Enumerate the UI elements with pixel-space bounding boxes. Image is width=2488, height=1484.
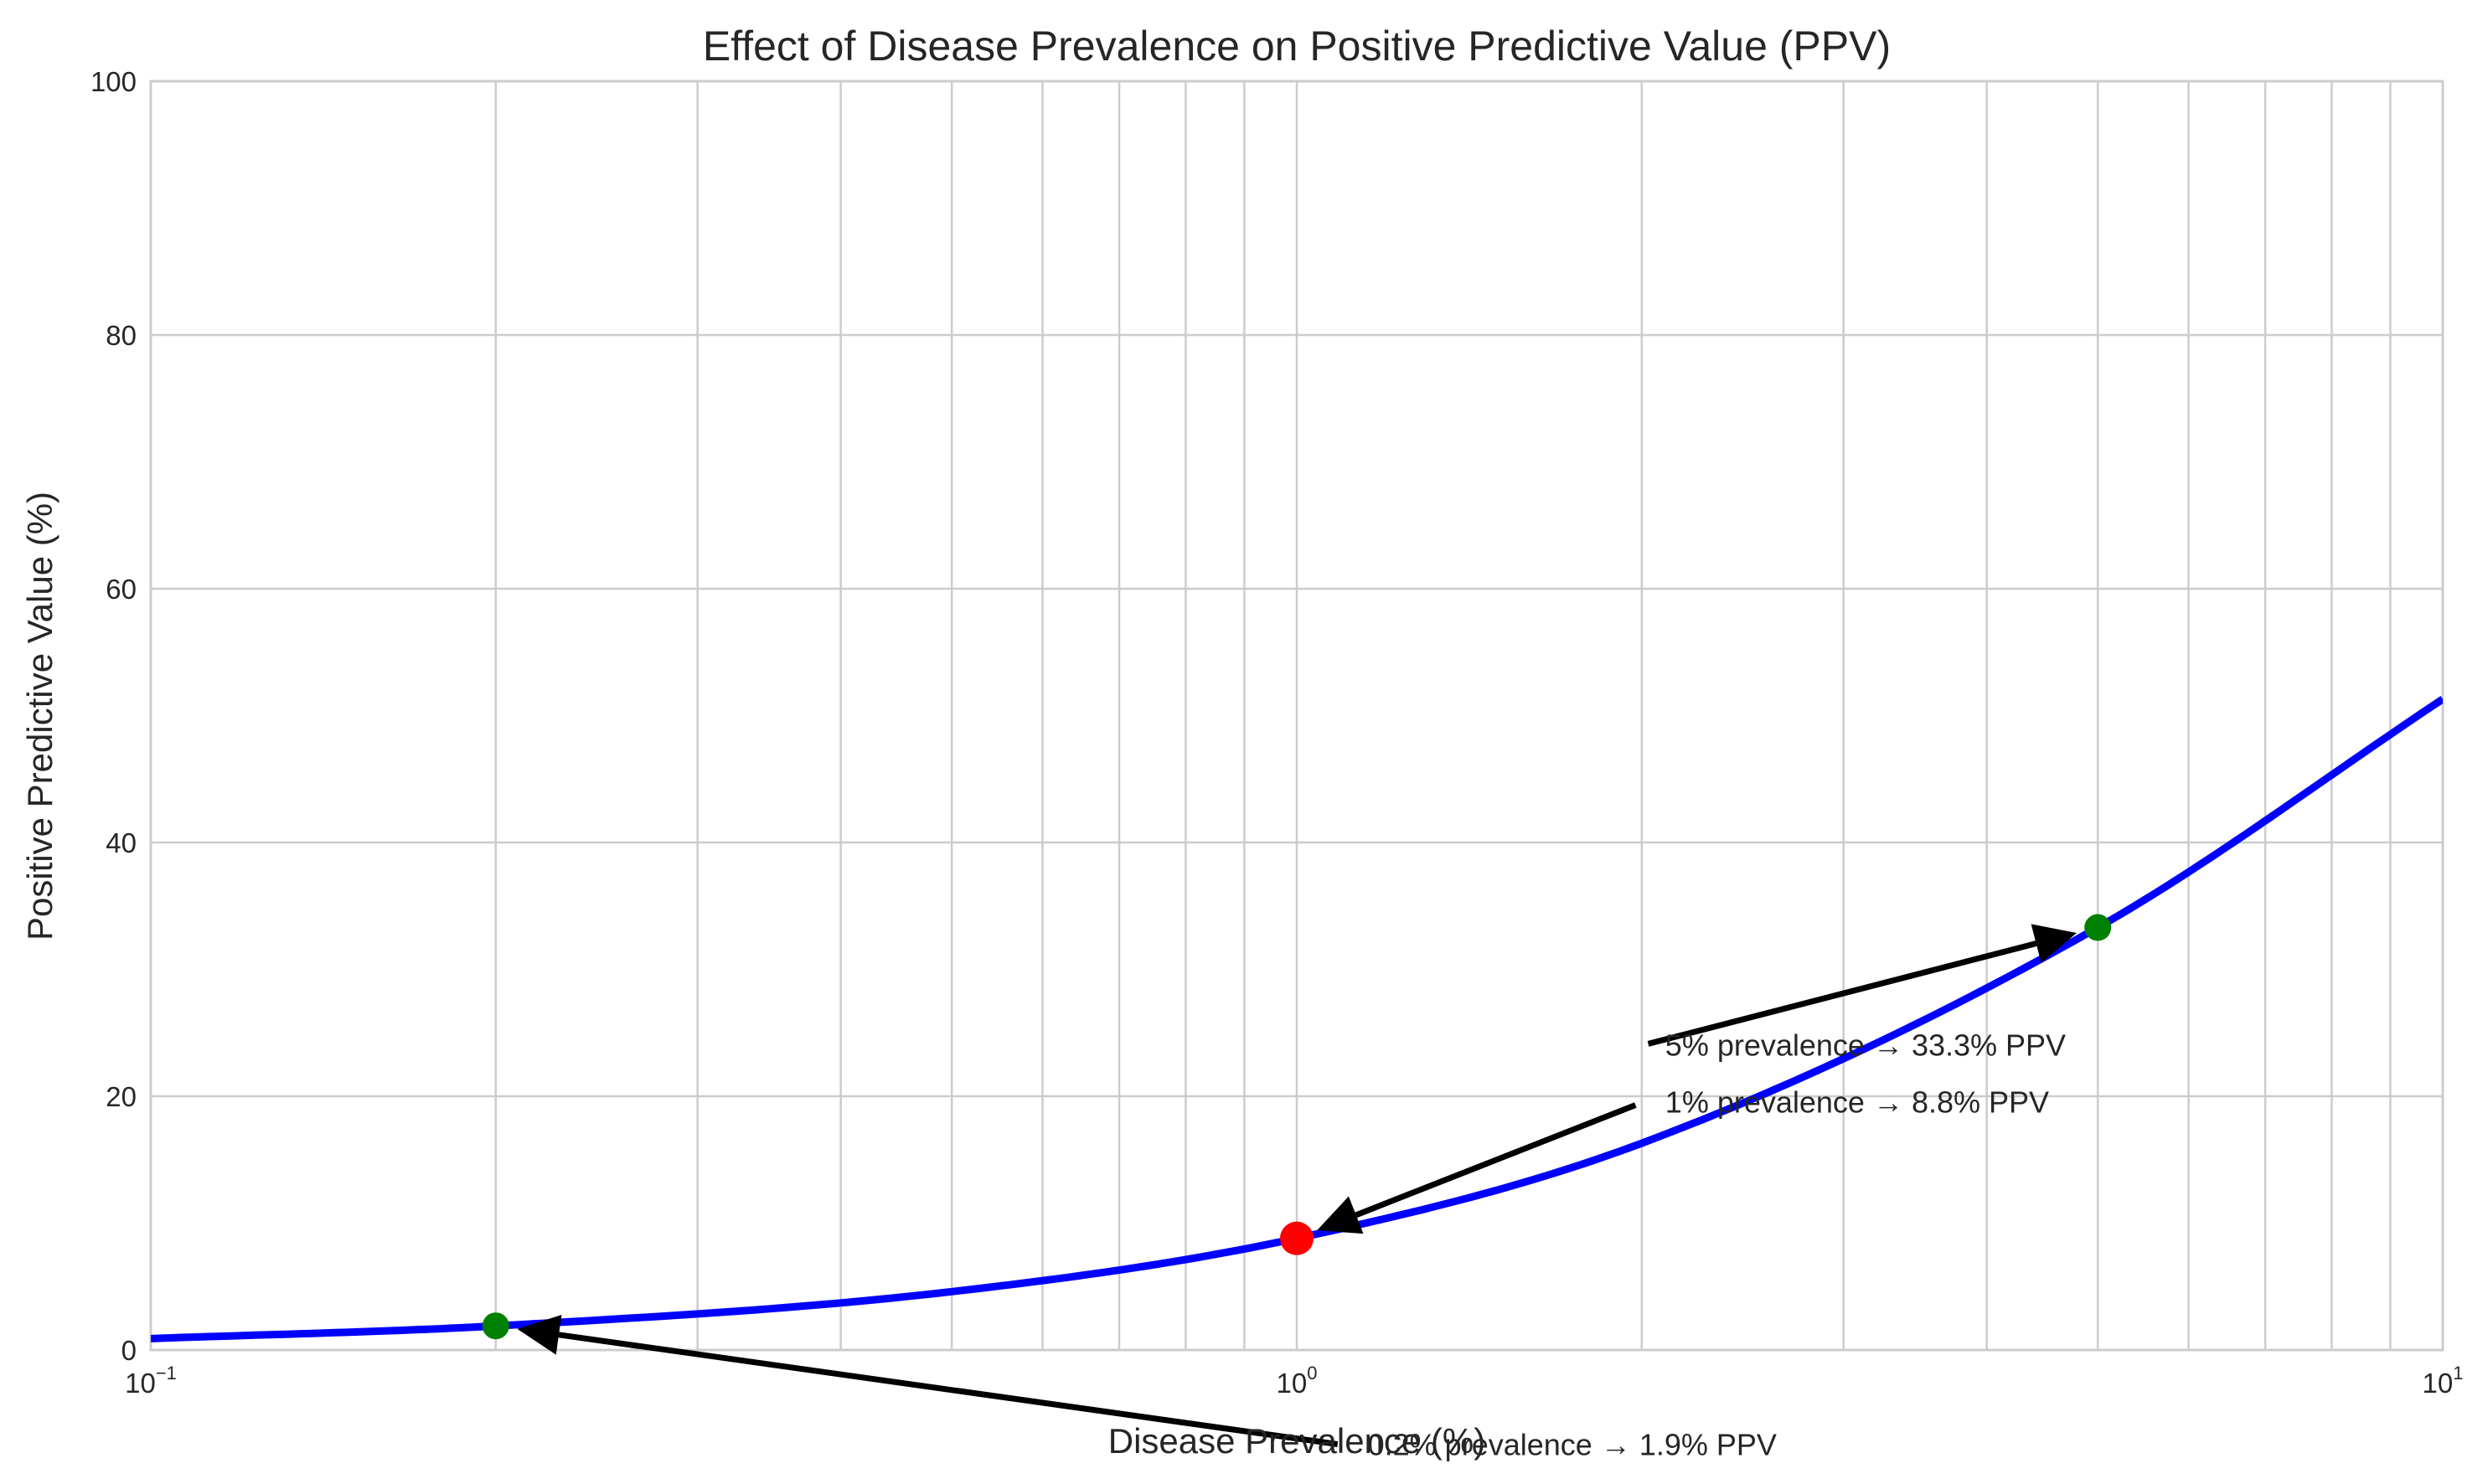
- y-tick-labels: 0 20 40 60 80 100: [90, 66, 137, 1366]
- plot-frame: [149, 80, 2444, 1352]
- x-tick-label: 101: [2423, 1363, 2464, 1399]
- annotation-arrowhead: [517, 1315, 562, 1355]
- annotation-arrowhead: [1317, 1196, 1364, 1234]
- annotations: 0.2% prevalence → 1.9% PPV 1% prevalence …: [517, 924, 2078, 1462]
- grid: [151, 81, 2443, 1350]
- x-tick-labels: 10−1 100 101: [125, 1363, 2463, 1399]
- points-layer: [482, 914, 2112, 1340]
- annotation-label: 5% prevalence → 33.3% PPV: [1665, 1028, 2066, 1062]
- annotation-label: 0.2% prevalence → 1.9% PPV: [1368, 1428, 1777, 1462]
- highlight-point: [482, 1312, 509, 1340]
- x-tick-label: 10−1: [125, 1363, 177, 1399]
- y-tick-label: 20: [106, 1081, 137, 1112]
- y-tick-label: 60: [106, 574, 137, 605]
- annotation-arrow: [1647, 940, 2037, 1047]
- annotation-label: 1% prevalence → 8.8% PPV: [1665, 1085, 2049, 1120]
- annotation-arrow: [1355, 1102, 1637, 1219]
- chart-title: Effect of Disease Prevalence on Positive…: [703, 23, 1891, 70]
- y-tick-label: 100: [90, 66, 137, 97]
- annotation-arrowhead: [2031, 924, 2078, 963]
- y-tick-label: 40: [106, 827, 137, 858]
- highlight-point: [2084, 914, 2112, 941]
- highlight-point: [1280, 1221, 1314, 1255]
- x-tick-label: 100: [1277, 1363, 1318, 1399]
- y-tick-label: 80: [106, 320, 137, 351]
- y-axis-label: Positive Predictive Value (%): [20, 492, 59, 940]
- y-tick-label: 0: [121, 1335, 137, 1366]
- annotation-arrow: [558, 1332, 1339, 1447]
- x-axis-label: Disease Prevalence (%): [1108, 1421, 1486, 1461]
